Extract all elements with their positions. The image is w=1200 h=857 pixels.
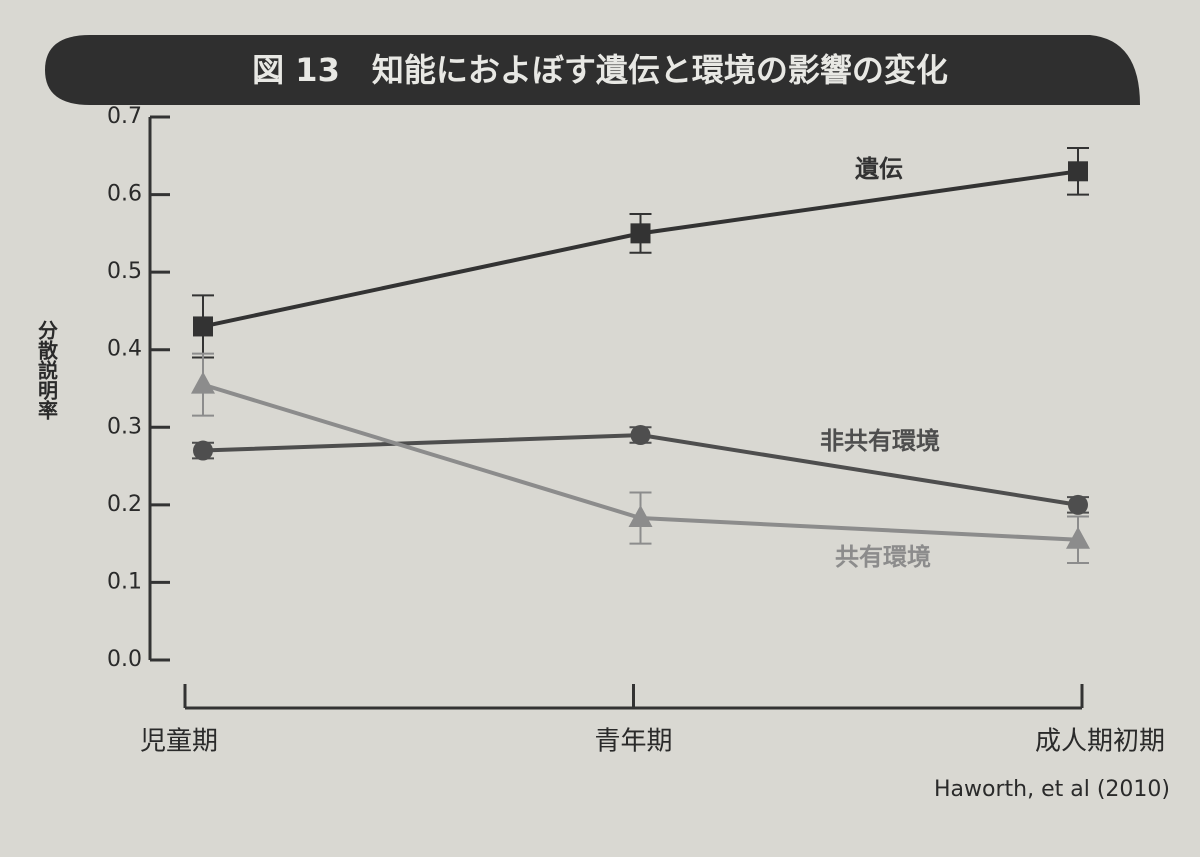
series-label: 共有環境 bbox=[835, 543, 931, 571]
marker bbox=[193, 316, 213, 337]
x-tick-label: 児童期 bbox=[140, 727, 218, 757]
y-tick-label: 0.0 bbox=[107, 647, 142, 672]
marker bbox=[630, 425, 651, 446]
x-tick-label: 成人期初期 bbox=[1035, 727, 1165, 757]
series-label: 遺伝 bbox=[855, 155, 903, 183]
marker bbox=[1066, 526, 1090, 549]
y-tick-label: 0.7 bbox=[107, 104, 142, 129]
title-banner bbox=[45, 35, 1140, 105]
marker bbox=[630, 223, 651, 244]
series-label: 非共有環境 bbox=[820, 427, 940, 455]
y-tick-label: 0.1 bbox=[107, 569, 142, 594]
marker bbox=[628, 505, 653, 528]
y-tick-label: 0.4 bbox=[107, 337, 142, 362]
y-tick-label: 0.2 bbox=[107, 492, 142, 517]
y-tick-label: 0.3 bbox=[107, 414, 142, 439]
marker bbox=[1068, 161, 1088, 182]
y-axis-label: 分散説明率 bbox=[35, 320, 59, 421]
chart-title: 図 13 知能におよぼす遺伝と環境の影響の変化 bbox=[252, 51, 948, 89]
marker bbox=[191, 371, 215, 394]
source: Haworth, et al (2010) bbox=[934, 777, 1170, 802]
x-tick-label: 青年期 bbox=[594, 727, 672, 757]
marker bbox=[1068, 494, 1088, 515]
y-tick-label: 0.5 bbox=[107, 259, 142, 284]
y-tick-label: 0.6 bbox=[107, 182, 142, 207]
marker bbox=[193, 440, 213, 461]
